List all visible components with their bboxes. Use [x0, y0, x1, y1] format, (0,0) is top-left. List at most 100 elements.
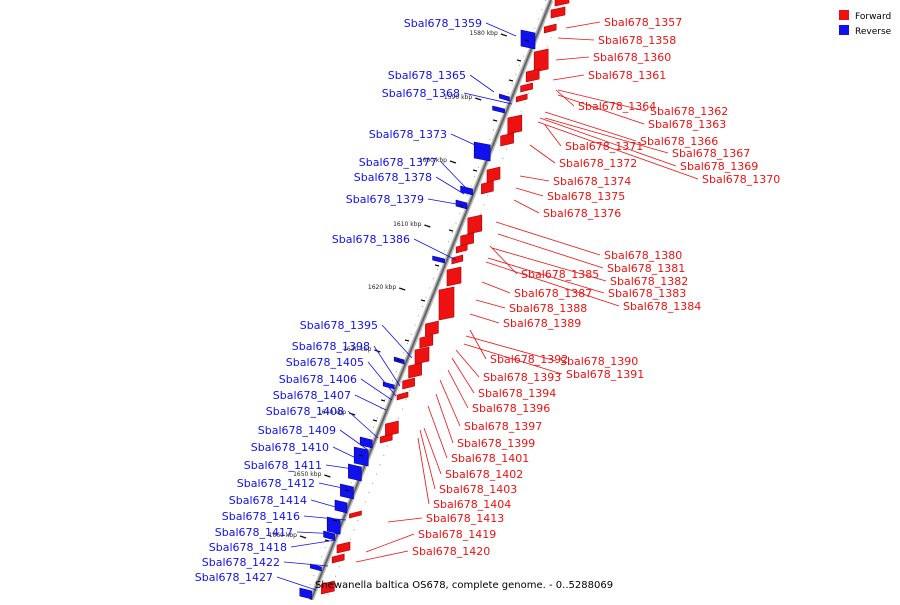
legend-reverse-label: Reverse [855, 27, 892, 37]
reverse-gene-4[interactable] [460, 185, 473, 196]
reverse-gene-label: Sbal678_1405 [286, 356, 364, 369]
tick-mark [324, 474, 331, 478]
tick-mark [474, 97, 482, 101]
forward-gene-label: Sbal678_1396 [472, 402, 550, 415]
reverse-gene-6[interactable] [432, 255, 445, 264]
reverse-gene-10[interactable] [353, 446, 369, 467]
tick-mark [398, 287, 406, 291]
reverse-gene-13[interactable] [334, 499, 348, 514]
forward-gene-28[interactable] [321, 580, 335, 595]
forward-leader-line [565, 21, 601, 29]
reverse-gene-11[interactable] [348, 463, 362, 482]
forward-gene-4[interactable] [525, 68, 540, 83]
forward-leader-line [557, 37, 595, 41]
forward-leader-line [555, 56, 590, 61]
reverse-leader-line [290, 539, 337, 548]
reverse-gene-1[interactable] [499, 93, 510, 102]
reverse-gene-label: Sbal678_1414 [229, 494, 307, 507]
reverse-leader-line [463, 92, 513, 105]
feature-dash [344, 489, 350, 492]
forward-leader-line [485, 261, 620, 307]
reverse-gene-label: Sbal678_1365 [388, 69, 466, 82]
reverse-gene-label: Sbal678_1411 [244, 459, 322, 472]
forward-gene-23[interactable] [385, 420, 399, 437]
forward-gene-label: Sbal678_1369 [680, 160, 758, 173]
reverse-leader-line [310, 499, 347, 511]
forward-gene-label: Sbal678_1367 [672, 147, 750, 160]
forward-gene-26[interactable] [336, 541, 351, 554]
reverse-gene-16[interactable] [310, 563, 322, 572]
forward-gene-6[interactable] [515, 93, 528, 103]
forward-gene-0[interactable] [554, 0, 570, 7]
reverse-gene-0[interactable] [520, 29, 536, 50]
reverse-gene-9[interactable] [359, 436, 373, 449]
forward-gene-11[interactable] [467, 214, 483, 235]
tick-label: 1600 kbp [419, 157, 447, 164]
legend-reverse-swatch [839, 25, 849, 35]
forward-gene-19[interactable] [414, 346, 430, 365]
forward-gene-label: Sbal678_1413 [426, 512, 504, 525]
forward-leader-line [487, 257, 605, 294]
forward-gene-1[interactable] [550, 6, 566, 19]
forward-leader-line [489, 245, 518, 275]
feature-dash [404, 339, 410, 342]
reverse-gene-label: Sbal678_1368 [382, 87, 460, 100]
forward-gene-3[interactable] [533, 48, 549, 73]
tick-label: 1660 kbp [269, 532, 297, 539]
forward-leader-line [557, 94, 645, 125]
reverse-gene-label: Sbal678_1418 [209, 541, 287, 554]
forward-gene-24[interactable] [379, 433, 393, 444]
forward-gene-22[interactable] [396, 391, 409, 401]
reverse-gene-label: Sbal678_1377 [359, 156, 437, 169]
reverse-gene-label: Sbal678_1409 [258, 424, 336, 437]
forward-gene-14[interactable] [451, 254, 464, 265]
forward-gene-25[interactable] [349, 510, 362, 519]
forward-leader-line [455, 349, 480, 378]
forward-leader-line [465, 335, 557, 362]
forward-gene-16[interactable] [438, 286, 455, 321]
reverse-gene-2[interactable] [492, 105, 505, 114]
forward-gene-7[interactable] [507, 114, 523, 135]
tick-mark [424, 224, 431, 228]
forward-leader-line [515, 187, 544, 197]
forward-gene-18[interactable] [419, 334, 434, 349]
feature-dash [420, 299, 426, 302]
reverse-gene-12[interactable] [340, 483, 354, 500]
forward-gene-15[interactable] [446, 266, 462, 287]
forward-gene-2[interactable] [543, 23, 557, 34]
forward-gene-10[interactable] [481, 180, 494, 195]
legend-forward-label: Forward [855, 12, 891, 22]
reverse-leader-line [347, 410, 379, 439]
forward-gene-12[interactable] [460, 232, 474, 247]
forward-leader-line [491, 247, 607, 282]
tick-label: 1620 kbp [368, 284, 396, 291]
forward-leader-line [423, 427, 442, 475]
reverse-gene-label: Sbal678_1408 [266, 405, 344, 418]
forward-leader-line [544, 111, 637, 142]
forward-leader-line [469, 313, 500, 324]
forward-leader-line [427, 405, 448, 459]
reverse-gene-17[interactable] [299, 587, 313, 600]
feature-dash [508, 79, 514, 82]
forward-gene-8[interactable] [500, 132, 514, 147]
feature-dash [492, 119, 498, 122]
forward-gene-27[interactable] [331, 553, 345, 564]
reverse-leader-line [276, 576, 317, 591]
forward-gene-17[interactable] [425, 320, 439, 337]
forward-gene-13[interactable] [455, 243, 468, 254]
forward-leader-line [513, 199, 540, 214]
forward-gene-label: Sbal678_1392 [490, 353, 568, 366]
reverse-leader-line [354, 394, 387, 411]
forward-gene-9[interactable] [486, 166, 501, 183]
forward-gene-label: Sbal678_1387 [514, 287, 592, 300]
forward-gene-20[interactable] [408, 362, 422, 379]
reverse-gene-3[interactable] [473, 141, 491, 162]
forward-gene-label: Sbal678_1357 [604, 16, 682, 29]
reverse-gene-label: Sbal678_1398 [292, 340, 370, 353]
forward-gene-5[interactable] [520, 82, 533, 93]
forward-gene-label: Sbal678_1393 [483, 371, 561, 384]
reverse-gene-label: Sbal678_1406 [279, 373, 357, 386]
feature-dash [332, 519, 338, 522]
forward-gene-21[interactable] [402, 377, 415, 390]
